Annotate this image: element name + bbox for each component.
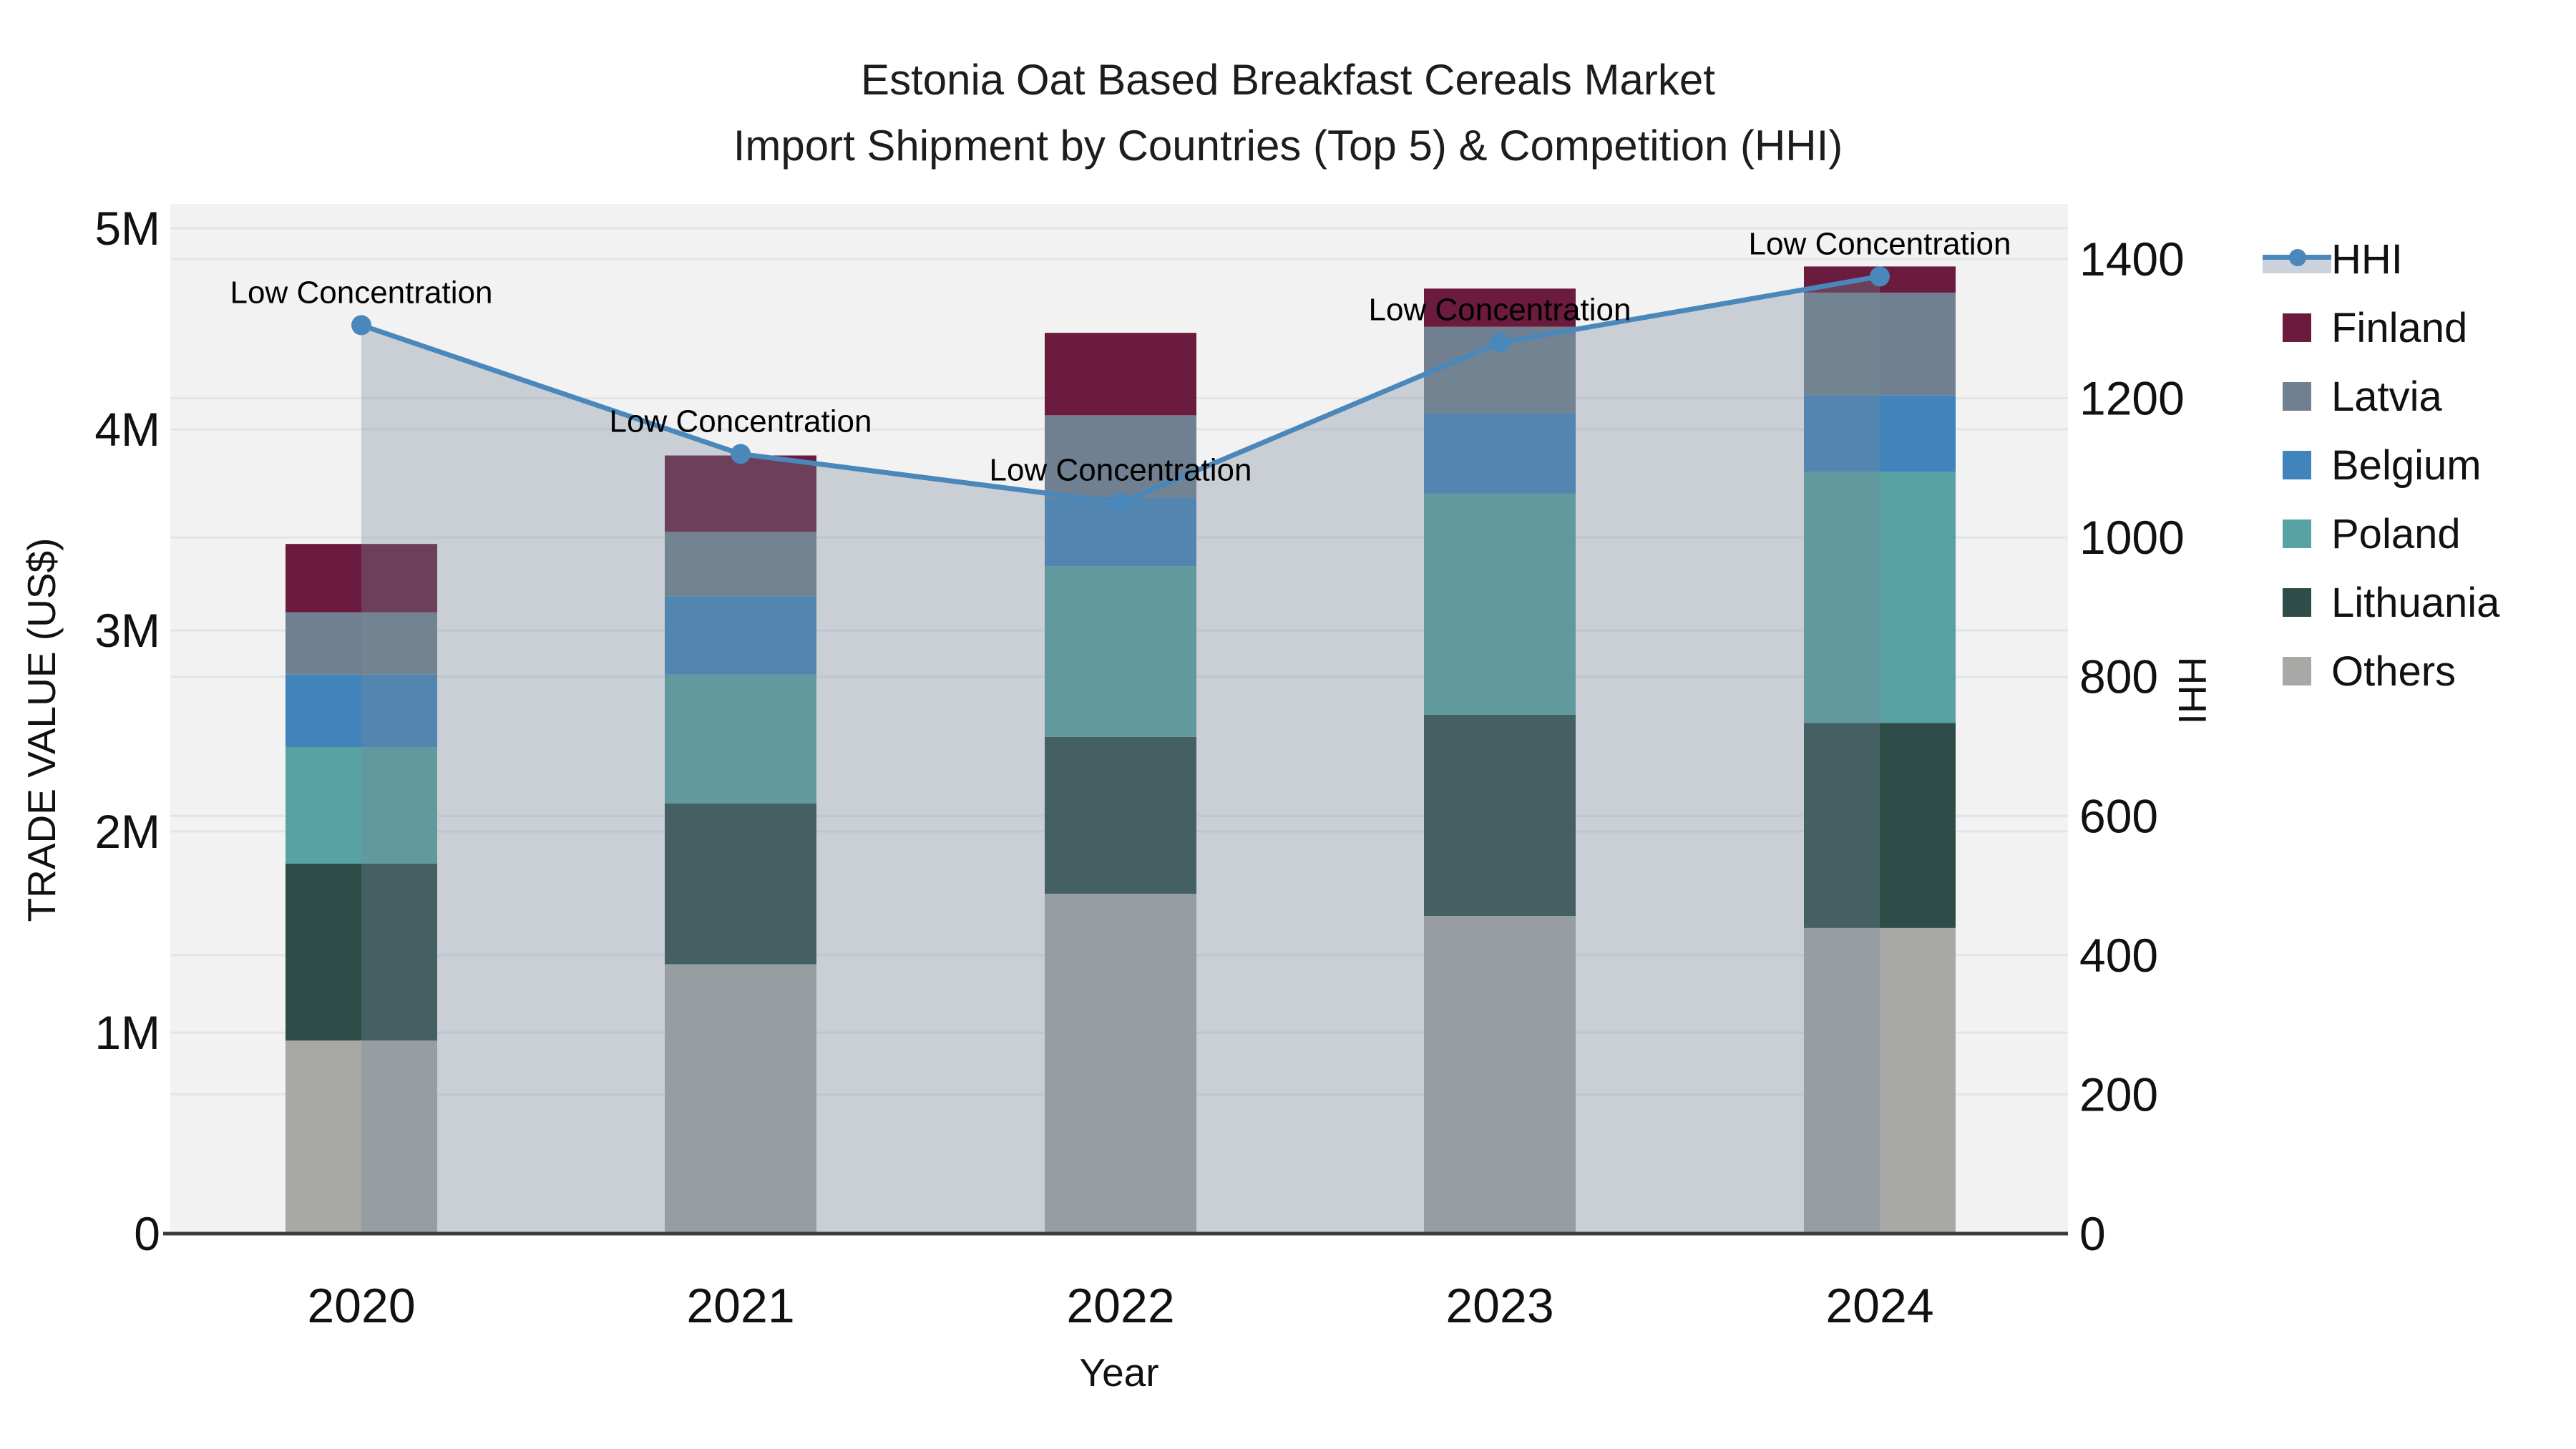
bar-segment-finland-2023 [1424, 288, 1576, 327]
y2-axis-tick-label: 400 [2079, 929, 2158, 982]
y2-axis-tick-label: 600 [2079, 789, 2158, 842]
bar-segment-others-2023 [1424, 916, 1576, 1234]
annotation-2020: Low Concentration [230, 275, 493, 310]
annotation-2021: Low Concentration [610, 404, 872, 439]
y-axis-tick-label: 5M [94, 202, 160, 255]
legend: HHI Finland Latvia Belgium Poland Lithuania Ot… [2263, 225, 2499, 706]
y2-axis-tick-label: 800 [2079, 650, 2158, 703]
bar-segment-finland-2020 [286, 544, 437, 613]
chart-title-line1: Estonia Oat Based Breakfast Cereals Mark… [861, 56, 1715, 104]
legend-item-finland: Finland [2263, 293, 2499, 362]
x-axis-title: Year [1079, 1350, 1159, 1395]
bar-segment-others-2024 [1804, 927, 1956, 1234]
bar-segment-finland-2022 [1045, 333, 1196, 416]
legend-label: Lithuania [2331, 579, 2500, 626]
bar-segment-latvia-2024 [1804, 292, 1956, 396]
legend-swatch-poland [2283, 519, 2311, 548]
bar-segment-poland-2022 [1045, 566, 1196, 737]
bar-segment-others-2020 [286, 1040, 437, 1234]
hhi-marker-2024 [1870, 266, 1890, 287]
x-axis-tick-label: 2024 [1825, 1279, 1933, 1333]
legend-swatch-latvia [2283, 382, 2311, 411]
legend-swatch-finland [2283, 313, 2311, 342]
y2-axis-tick-label: 200 [2079, 1068, 2158, 1121]
bar-segment-poland-2023 [1424, 493, 1576, 716]
bar-segment-latvia-2021 [665, 532, 816, 597]
legend-swatch-lithuania [2283, 588, 2311, 617]
y2-axis-tick-label: 1000 [2079, 511, 2185, 564]
y2-axis-title: HHI [2170, 656, 2215, 725]
annotation-2024: Low Concentration [1749, 226, 2011, 261]
legend-label: Finland [2331, 304, 2468, 351]
x-axis-tick-label: 2020 [307, 1279, 415, 1333]
bar-segment-belgium-2024 [1804, 395, 1956, 472]
legend-item-belgium: Belgium [2263, 431, 2499, 499]
bar-segment-lithuania-2021 [665, 803, 816, 965]
legend-item-others: Others [2263, 637, 2499, 706]
chart-title-line2: Import Shipment by Countries (Top 5) & C… [733, 122, 1843, 170]
bar-segment-lithuania-2024 [1804, 723, 1956, 928]
y-axis-title: TRADE VALUE (US$) [19, 537, 64, 922]
legend-item-hhi: HHI [2263, 225, 2499, 293]
bar-segment-lithuania-2023 [1424, 715, 1576, 917]
y-axis-tick-label: 4M [94, 403, 160, 456]
bar-segment-lithuania-2020 [286, 863, 437, 1041]
bar-segment-belgium-2023 [1424, 413, 1576, 494]
bar-segment-poland-2020 [286, 746, 437, 864]
bar-segment-poland-2021 [665, 674, 816, 804]
bar-segment-latvia-2020 [286, 612, 437, 675]
legend-label: Belgium [2331, 441, 2482, 489]
legend-item-lithuania: Lithuania [2263, 568, 2499, 637]
hhi-marker-2022 [1111, 492, 1131, 513]
hhi-line-sample-icon [2263, 245, 2331, 273]
y2-axis-tick-label: 1400 [2079, 233, 2185, 286]
legend-swatch-others [2283, 657, 2311, 686]
bar-segment-poland-2024 [1804, 472, 1956, 723]
hhi-marker-2023 [1490, 332, 1510, 353]
bar-segment-belgium-2021 [665, 596, 816, 675]
bar-segment-belgium-2020 [286, 674, 437, 747]
bar-segment-others-2022 [1045, 894, 1196, 1234]
hhi-marker-2021 [731, 444, 751, 464]
annotation-2023: Low Concentration [1369, 293, 1631, 328]
bar-segment-others-2021 [665, 964, 816, 1234]
y-axis-tick-label: 1M [94, 1006, 160, 1059]
legend-label: Poland [2331, 510, 2461, 557]
hhi-area-fill [361, 276, 1880, 1234]
legend-item-poland: Poland [2263, 499, 2499, 568]
legend-swatch-belgium [2283, 451, 2311, 479]
x-axis-tick-label: 2023 [1445, 1279, 1553, 1333]
bar-segment-finland-2021 [665, 455, 816, 532]
annotation-2022: Low Concentration [990, 453, 1252, 488]
y-axis-tick-label: 3M [94, 604, 160, 657]
y2-axis-tick-label: 1200 [2079, 372, 2185, 425]
x-axis-tick-label: 2022 [1066, 1279, 1174, 1333]
bar-segment-lithuania-2022 [1045, 736, 1196, 894]
hhi-marker-2020 [351, 315, 371, 336]
y2-axis-tick-label: 0 [2079, 1207, 2106, 1260]
legend-label: HHI [2331, 235, 2403, 283]
y-axis-tick-label: 0 [134, 1207, 160, 1260]
x-axis-tick-label: 2021 [686, 1279, 794, 1333]
legend-label: Others [2331, 648, 2457, 695]
legend-label: Latvia [2331, 373, 2442, 420]
chart-title: Estonia Oat Based Breakfast Cereals Mark… [0, 47, 2576, 179]
y-axis-tick-label: 2M [94, 805, 160, 858]
legend-item-latvia: Latvia [2263, 362, 2499, 431]
